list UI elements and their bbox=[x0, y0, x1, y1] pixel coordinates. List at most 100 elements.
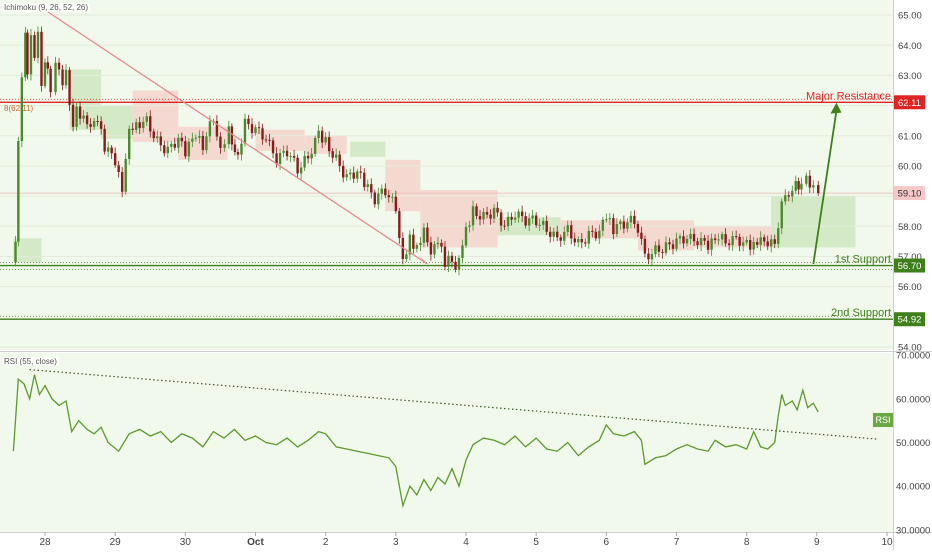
candle-body bbox=[622, 221, 626, 229]
candle-body bbox=[797, 181, 800, 190]
candle-body bbox=[227, 126, 231, 145]
candle-body bbox=[591, 230, 594, 232]
candle-body bbox=[373, 192, 376, 205]
candle-body bbox=[320, 130, 324, 143]
level-label: Major Resistance bbox=[806, 90, 891, 102]
candle-body bbox=[149, 116, 152, 132]
candle-body bbox=[166, 146, 169, 154]
candle-body bbox=[475, 206, 478, 217]
candle-body bbox=[303, 155, 306, 168]
downtrend-arrowhead bbox=[419, 256, 428, 265]
candle-body bbox=[82, 115, 85, 119]
rsi-indicator-label[interactable]: RSI (55, close) bbox=[2, 357, 59, 366]
candle-body bbox=[675, 238, 678, 249]
candle-body bbox=[573, 238, 576, 243]
candle-body bbox=[419, 242, 422, 246]
candle-body bbox=[545, 220, 548, 232]
candle-body bbox=[713, 238, 717, 241]
candle-body bbox=[54, 62, 57, 93]
candle-body bbox=[784, 195, 787, 202]
candle-body bbox=[145, 116, 148, 122]
rsi-axis-tick-label: 40.0000 bbox=[896, 482, 930, 493]
candle-body bbox=[313, 137, 317, 154]
time-axis-tick-label: 30 bbox=[180, 537, 192, 548]
candle-body bbox=[436, 242, 440, 245]
candle-body bbox=[817, 185, 820, 194]
candle-body bbox=[671, 244, 675, 249]
candle-body bbox=[26, 32, 29, 75]
candle-body bbox=[85, 115, 89, 125]
candle-body bbox=[356, 171, 359, 179]
candle-body bbox=[563, 231, 566, 241]
candle-body bbox=[664, 242, 668, 253]
candle-body bbox=[68, 69, 71, 105]
candle-body bbox=[426, 227, 429, 243]
candle-body bbox=[559, 237, 562, 241]
candle-body bbox=[359, 171, 362, 173]
hidden-indicator-label: 8(62.11) bbox=[4, 104, 34, 113]
downtrend-line bbox=[34, 2, 428, 265]
candle-body bbox=[296, 157, 299, 174]
candle-body bbox=[219, 136, 222, 148]
rsi-axis-tick-label: 30.0000 bbox=[896, 525, 930, 536]
candle-body bbox=[415, 245, 419, 249]
rsi-line bbox=[12, 374, 819, 509]
candle-body bbox=[292, 155, 296, 158]
candle-body bbox=[240, 143, 243, 155]
price-axis-tick-label: 60.00 bbox=[898, 161, 922, 172]
candle-body bbox=[668, 242, 671, 245]
time-axis-tick-label: 6 bbox=[604, 537, 610, 548]
candle-body bbox=[706, 240, 710, 250]
candle-body bbox=[447, 255, 450, 267]
candle-body bbox=[384, 188, 387, 196]
candle-body bbox=[20, 77, 24, 142]
candle-body bbox=[678, 236, 682, 239]
candle-body bbox=[717, 239, 720, 241]
candle-body bbox=[257, 127, 261, 129]
candle-body bbox=[366, 184, 369, 187]
candle-body bbox=[275, 153, 278, 165]
time-axis-tick-label: Oct bbox=[247, 537, 264, 548]
candle-body bbox=[208, 121, 212, 137]
candle-body bbox=[440, 242, 443, 247]
candle-body bbox=[755, 241, 759, 245]
candle-body bbox=[527, 218, 531, 226]
level-price-badge bbox=[894, 258, 925, 273]
candle-body bbox=[405, 254, 408, 259]
rsi-pane-background bbox=[0, 353, 893, 532]
candle-body bbox=[138, 122, 141, 129]
candle-body bbox=[201, 135, 205, 151]
candle-body bbox=[103, 128, 106, 152]
candle-body bbox=[135, 122, 138, 130]
candle-body bbox=[605, 219, 608, 221]
candle-body bbox=[131, 128, 134, 130]
candle-body bbox=[520, 211, 524, 217]
candle-body bbox=[177, 137, 180, 148]
candle-body bbox=[99, 121, 103, 129]
candle-body bbox=[601, 219, 605, 231]
candle-body bbox=[805, 175, 808, 184]
candle-body bbox=[250, 124, 254, 134]
candle-body bbox=[264, 139, 268, 141]
time-axis-tick-label: 9 bbox=[814, 537, 820, 548]
time-axis-tick-label: 8 bbox=[744, 537, 750, 548]
candle-body bbox=[499, 212, 503, 226]
candle-body bbox=[299, 167, 303, 174]
candle-body bbox=[791, 190, 794, 197]
candle-body bbox=[524, 216, 527, 226]
ichimoku-indicator-label[interactable]: Ichimoku (9, 26, 52, 26) bbox=[2, 3, 91, 12]
candle-body bbox=[387, 195, 391, 198]
current-price-badge bbox=[894, 186, 925, 201]
candle-body bbox=[496, 207, 499, 213]
candle-body bbox=[534, 215, 538, 226]
candle-body bbox=[720, 234, 724, 240]
candle-body bbox=[205, 136, 208, 151]
price-pane-background bbox=[0, 0, 893, 350]
candle-body bbox=[282, 150, 285, 153]
candle-body bbox=[391, 196, 394, 198]
candle-body bbox=[689, 233, 692, 239]
candle-body bbox=[36, 31, 40, 58]
candle-body bbox=[657, 245, 661, 252]
candle-body bbox=[692, 233, 696, 242]
